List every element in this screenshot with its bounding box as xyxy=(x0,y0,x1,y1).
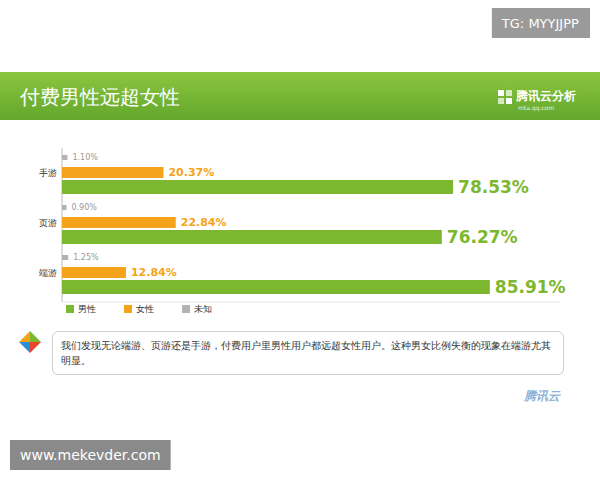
logo-text: 腾讯云分析 xyxy=(515,89,576,103)
category-label: 手游 xyxy=(39,168,57,178)
watermark: TG: MYYJJPP xyxy=(501,16,579,31)
legend-label: 女性 xyxy=(136,304,154,314)
note-icon-blade xyxy=(30,331,41,342)
x-axis-line xyxy=(62,302,560,303)
data-label: 1.10% xyxy=(72,153,98,162)
category-labels: 手游页游端游 xyxy=(39,168,57,278)
data-label: 0.90% xyxy=(71,203,97,212)
legend-swatch xyxy=(66,305,74,313)
data-label: 12.84% xyxy=(131,266,177,279)
watermark: www.mekevder.com xyxy=(20,447,161,463)
note-icon-blade xyxy=(19,331,30,342)
bar xyxy=(62,205,66,210)
bar xyxy=(62,167,163,178)
category-label: 端游 xyxy=(39,268,57,278)
bar xyxy=(62,267,126,278)
data-labels: 78.53% 20.37% 1.10% 76.27% 22.84% 0.90% 85.91%… xyxy=(71,153,565,297)
chart: 付费男性远超女性 腾讯云分析mta.qq.com 78.53% 20.37% 1.10%… xyxy=(0,0,600,480)
header-logo: 腾讯云分析mta.qq.com xyxy=(498,89,576,112)
data-label: 78.53% xyxy=(458,177,529,197)
bar xyxy=(62,180,453,194)
legend: 男性 女性 未知 xyxy=(66,304,212,314)
category-label: 页游 xyxy=(39,218,57,228)
legend-swatch xyxy=(182,305,190,313)
note-icon-blade xyxy=(19,342,30,353)
logo-icon xyxy=(506,90,512,96)
logo-icon xyxy=(498,98,504,104)
note-icon xyxy=(19,331,41,353)
header-band xyxy=(0,72,600,120)
data-label: 20.37% xyxy=(168,166,214,179)
legend-label: 未知 xyxy=(194,304,212,314)
logo-icon xyxy=(506,98,512,104)
watermark-box xyxy=(10,440,171,470)
data-label: 1.25% xyxy=(73,253,99,262)
logo-icon xyxy=(498,90,504,96)
bar xyxy=(62,280,490,294)
logo-url: mta.qq.com xyxy=(518,104,554,112)
data-label: 85.91% xyxy=(495,277,566,297)
legend-label: 男性 xyxy=(78,304,96,314)
title: 付费男性远超女性 xyxy=(19,85,180,109)
annotation: 我们发现无论端游、页游还是手游，付费用户里男性用户都远超女性用户。这种男女比例失… xyxy=(52,331,564,375)
footer-logo: 腾讯云 xyxy=(523,389,561,403)
data-label: 22.84% xyxy=(181,216,227,229)
bars xyxy=(62,155,490,294)
legend-swatch xyxy=(124,305,132,313)
note-icon-blade xyxy=(30,342,41,353)
bar xyxy=(62,255,68,260)
watermark-box xyxy=(492,8,590,38)
bar xyxy=(62,217,176,228)
bar xyxy=(62,230,442,244)
bar xyxy=(62,155,67,160)
data-label: 76.27% xyxy=(447,227,518,247)
